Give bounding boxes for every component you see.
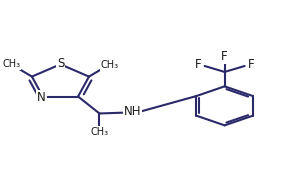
Text: NH: NH: [124, 105, 141, 118]
Text: S: S: [57, 57, 64, 70]
Text: CH₃: CH₃: [91, 127, 109, 137]
Text: CH₃: CH₃: [2, 59, 20, 69]
Text: N: N: [37, 91, 46, 104]
Text: F: F: [195, 58, 202, 71]
Text: F: F: [248, 58, 254, 71]
Text: F: F: [221, 50, 228, 63]
Text: CH₃: CH₃: [101, 60, 119, 70]
